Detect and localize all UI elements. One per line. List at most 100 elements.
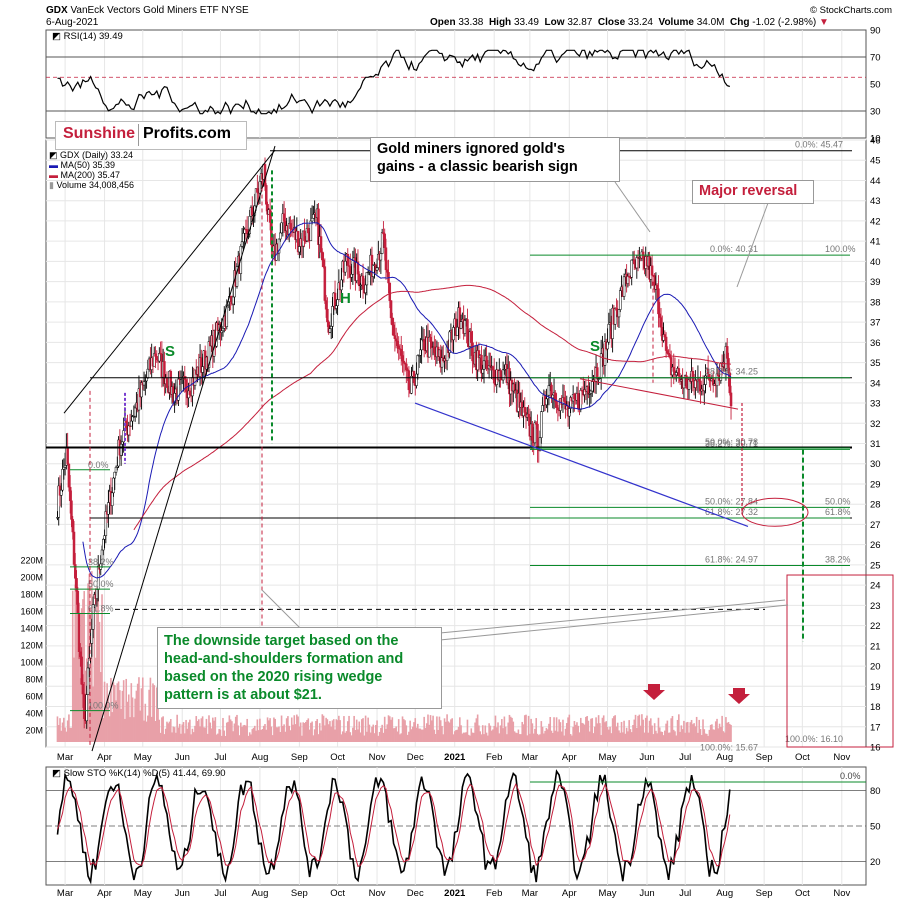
volume-bar: [451, 718, 453, 742]
volume-bar: [517, 729, 520, 742]
volume-bar: [671, 716, 674, 742]
volume-bar: [508, 714, 511, 742]
x-tick-label: Sep: [291, 888, 308, 899]
price-candle-body: [82, 693, 86, 719]
price-candle-body: [312, 214, 315, 219]
volume-bar: [709, 724, 712, 742]
volume-bar: [699, 728, 702, 742]
price-candle-body: [265, 185, 268, 205]
volume-bar: [358, 721, 361, 742]
volume-bar: [276, 727, 279, 742]
price-candle-body: [361, 275, 365, 290]
price-candle-body: [635, 257, 639, 269]
price-candle-body: [664, 336, 668, 351]
fib-label: 61.8%: 24.97: [705, 555, 758, 565]
volume-bar: [720, 726, 722, 742]
volume-bar: [417, 723, 419, 742]
price-candle-body: [122, 430, 125, 443]
volume-bar: [488, 723, 490, 742]
volume-bar: [169, 719, 172, 742]
volume-bar: [423, 716, 425, 742]
rsi-tick-label: 10: [870, 134, 881, 145]
volume-bar: [396, 731, 399, 742]
stochastic-series: 0.0%: [56, 769, 866, 885]
volume-bar: [344, 732, 347, 742]
price-candle-body: [694, 379, 697, 388]
volume-bar: [155, 687, 158, 742]
price-candle-body: [405, 363, 408, 370]
price-candle-body: [114, 466, 118, 473]
volume-bar: [167, 723, 170, 742]
volume-bar: [611, 718, 614, 742]
reversal-arrow-icon: [643, 684, 665, 700]
volume-bars: [56, 571, 732, 742]
price-candle-body: [470, 331, 473, 343]
rsi-tick-label: 90: [870, 26, 881, 37]
volume-bar: [683, 720, 685, 742]
price-candle-body: [412, 370, 416, 384]
volume-bar: [568, 714, 571, 742]
volume-bar: [185, 719, 187, 742]
callout-line: [614, 181, 651, 233]
volume-bar: [254, 725, 256, 742]
price-candle-body: [88, 657, 91, 669]
volume-bar: [513, 731, 516, 742]
volume-bar: [218, 728, 220, 742]
volume-bar: [84, 670, 87, 742]
volume-bar: [461, 733, 464, 742]
price-candle-body: [527, 413, 530, 418]
volume-bar: [711, 724, 713, 742]
price-candle-body: [536, 424, 539, 450]
price-candle-body: [555, 401, 558, 409]
volume-bar: [163, 734, 166, 742]
price-tick-label: 19: [870, 682, 881, 693]
volume-bar: [371, 726, 373, 742]
volume-bar: [120, 708, 122, 742]
volume-bar: [245, 725, 247, 742]
green-fib-label: 50.0%: [825, 496, 851, 506]
volume-bar: [57, 725, 60, 742]
volume-bar: [565, 723, 568, 742]
volume-bar: [262, 725, 265, 742]
volume-bar: [697, 732, 699, 742]
label-left-shoulder: S: [165, 343, 176, 360]
volume-bar: [152, 683, 154, 742]
price-candle-body: [296, 230, 300, 253]
price-candle-body: [541, 405, 544, 412]
volume-bar: [438, 716, 441, 742]
volume-bar: [149, 677, 152, 742]
price-candle-body: [329, 326, 333, 329]
volume-bar: [334, 729, 336, 742]
price-tick-label: 16: [870, 743, 881, 754]
price-candle-body: [323, 266, 327, 301]
x-tick-label: Mar: [522, 888, 538, 899]
volume-bar: [346, 721, 349, 742]
volume-bar: [271, 735, 274, 742]
volume-bar: [643, 732, 646, 742]
volume-bar: [558, 719, 560, 742]
x-tick-label: Sep: [291, 752, 308, 763]
confluence-ellipse: [741, 497, 809, 527]
volume-bar: [241, 726, 243, 742]
price-candle-body: [422, 339, 426, 351]
volume-bar: [190, 734, 192, 742]
x-tick-label: May: [134, 888, 152, 899]
volume-bar: [99, 672, 102, 742]
price-candle-body: [385, 269, 389, 273]
volume-bar: [399, 734, 401, 742]
price-candle-body: [501, 369, 505, 381]
price-candle-body: [630, 259, 633, 278]
price-tick-label: 36: [870, 338, 881, 349]
volume-bar: [599, 723, 601, 742]
volume-bar: [522, 724, 525, 742]
volume-bar: [168, 721, 171, 742]
volume-bar: [567, 717, 569, 742]
price-candle-body: [146, 368, 150, 378]
callout-line: [736, 202, 769, 288]
volume-bar: [246, 718, 248, 742]
price-candle-body: [633, 259, 636, 265]
volume-bar: [497, 722, 499, 742]
volume-bar: [360, 719, 363, 742]
volume-bar: [411, 726, 414, 742]
price-candle-body: [356, 261, 360, 275]
